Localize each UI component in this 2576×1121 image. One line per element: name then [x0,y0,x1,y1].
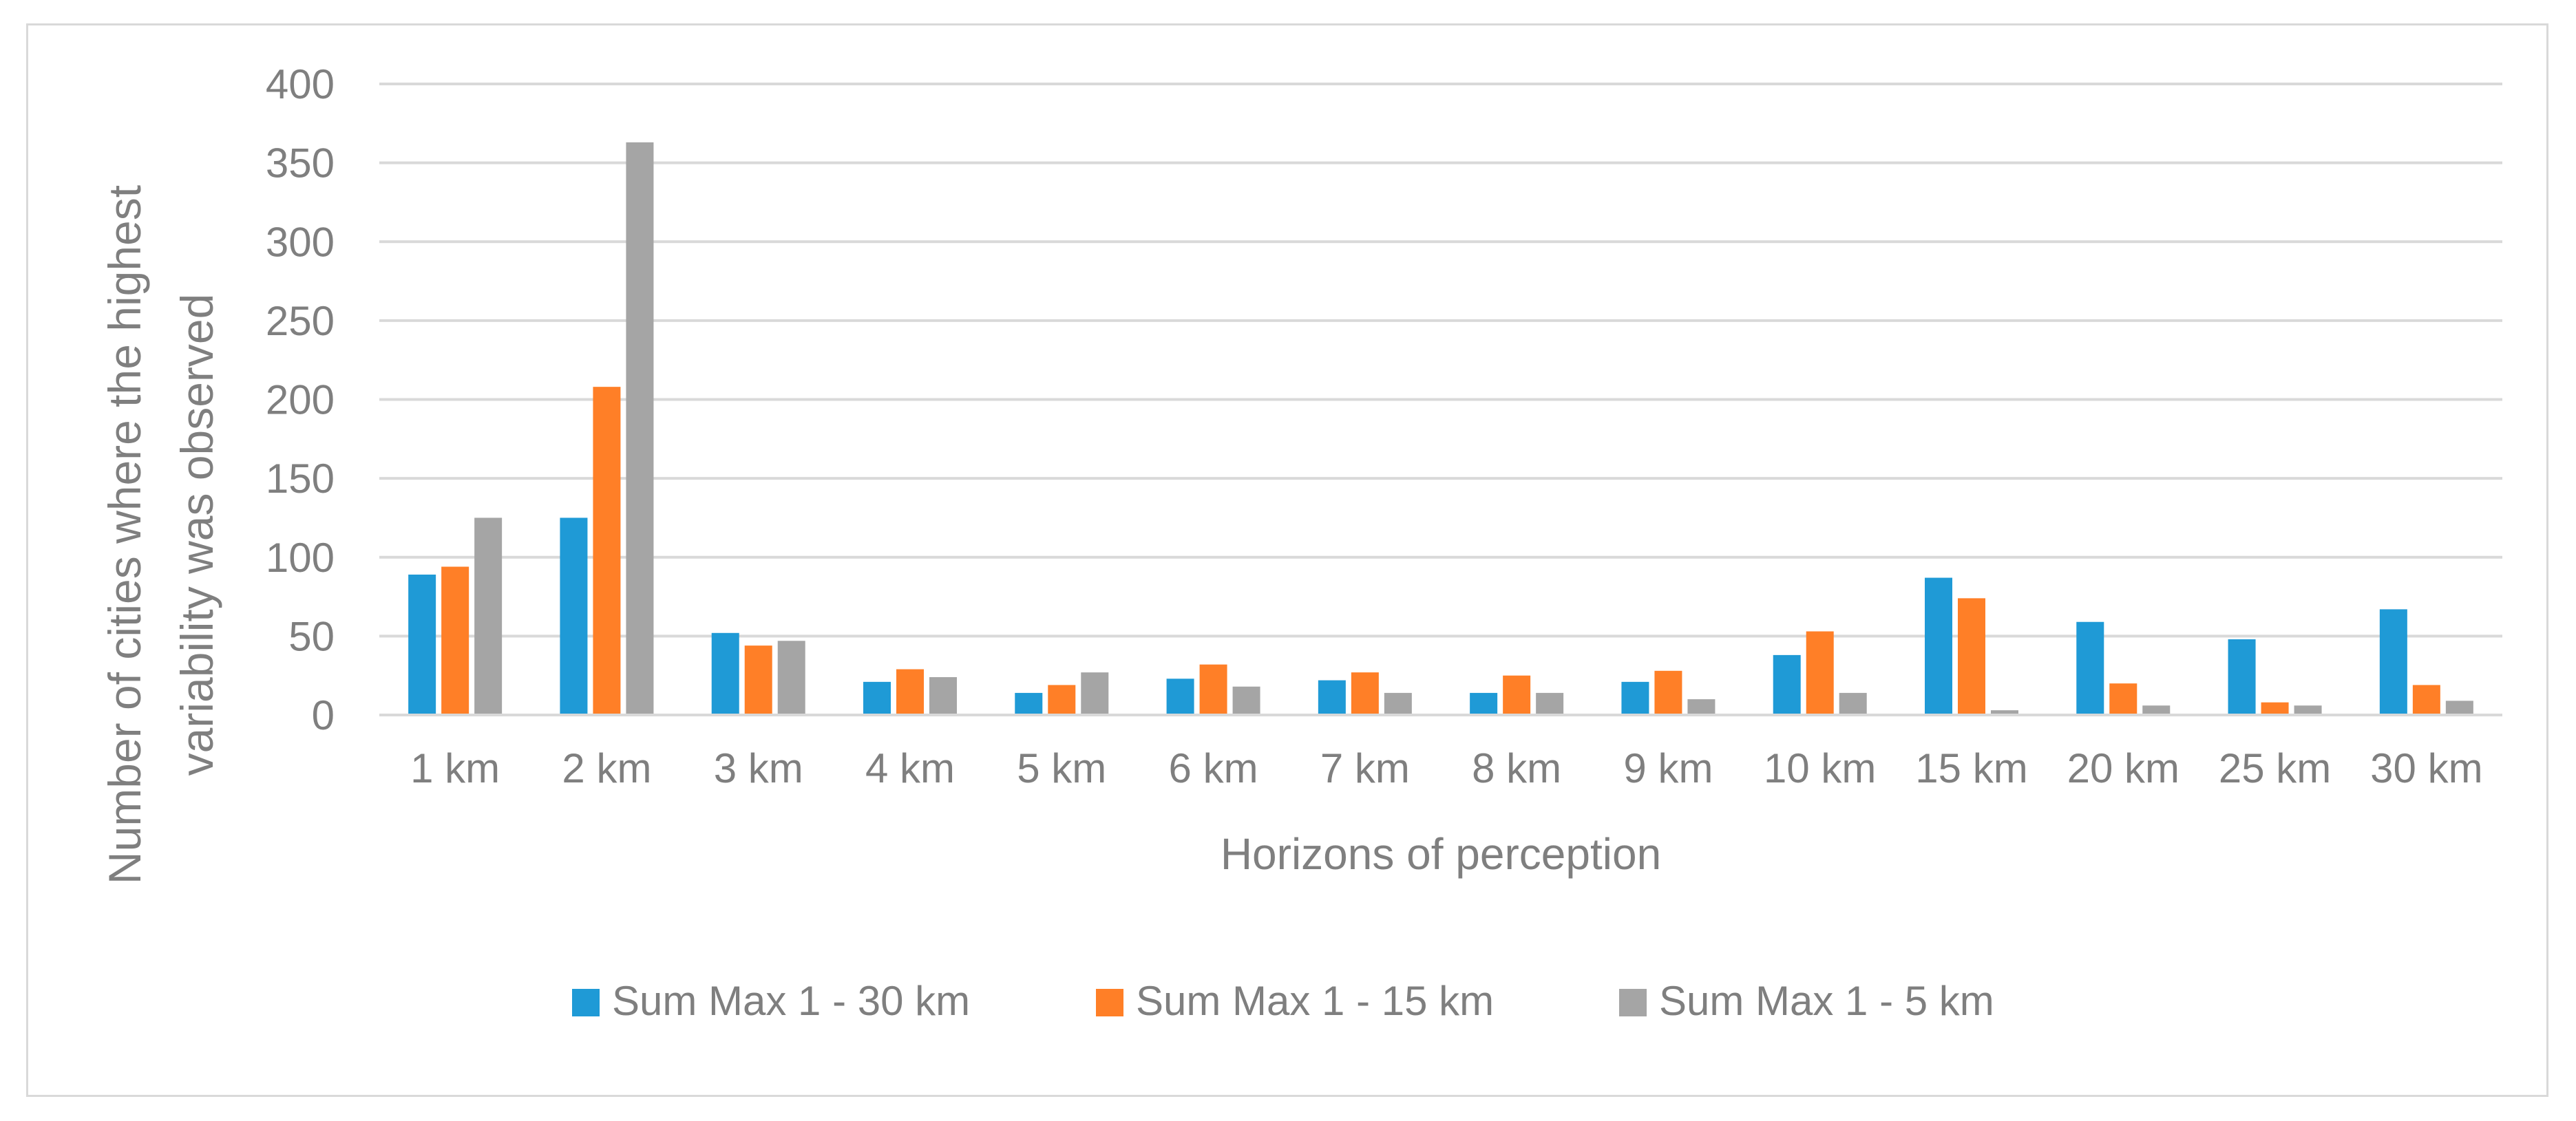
bar-2-10km [1806,631,1834,715]
y-tick-label: 300 [266,219,335,265]
bar-3-8km [1536,692,1564,715]
legend-label: Sum Max 1 - 30 km [612,978,970,1024]
bar-1-20km [2076,621,2104,715]
bar-3-10km [1839,692,1867,715]
x-tick-label: 4 km [865,745,955,791]
bar-1-5km [1015,692,1043,715]
x-tick-label: 15 km [1915,745,2027,791]
bar-1-10km [1773,654,1801,715]
bar-1-8km [1470,692,1498,715]
y-tick-labels: 0 50 100 150 200 250 300 350 400 [266,61,335,738]
legend-swatch [572,989,600,1016]
bar-2-5km [1048,685,1076,715]
legend-label: Sum Max 1 - 15 km [1136,978,1494,1024]
bar-3-25km [2294,705,2322,715]
bar-3-20km [2142,705,2171,715]
legend-swatch [1619,989,1647,1016]
y-tick-label: 0 [312,692,335,738]
x-tick-label: 2 km [562,745,651,791]
y-tick-label: 150 [266,456,335,502]
bar-3-9km [1687,699,1715,715]
x-tick-label: 8 km [1472,745,1561,791]
bar-2-30km [2412,685,2440,715]
y-axis-title-line: variability was observed [171,294,222,776]
y-tick-label: 100 [266,535,335,581]
bar-3-1km [474,517,503,715]
bar-2-2km [593,387,621,715]
bar-3-15km [1991,710,2018,715]
bar-2-8km [1503,675,1531,715]
bar-3-3km [777,641,805,715]
x-tick-label: 9 km [1623,745,1713,791]
y-tick-label: 200 [266,377,335,423]
bar-1-1km [408,574,436,715]
x-tick-label: 30 km [2370,745,2482,791]
bar-2-3km [744,645,772,715]
bar-3-30km [2445,701,2473,715]
bar-3-5km [1081,672,1109,715]
legend-swatch [1096,989,1123,1016]
bar-1-15km [1925,577,1952,715]
y-axis-title-line: Number of cities where the highest [99,185,150,884]
bar-3-2km [626,142,654,715]
bar-2-6km [1199,664,1227,715]
bar-1-9km [1621,681,1649,715]
bar-1-6km [1166,679,1194,715]
y-tick-label: 350 [266,140,335,186]
legend: Sum Max 1 - 30 km Sum Max 1 - 15 km Sum Ma… [572,978,1994,1024]
x-tick-label: 3 km [714,745,803,791]
bar-1-7km [1318,680,1346,715]
x-tick-labels: 1 km 2 km 3 km 4 km 5 km 6 km 7 km 8 km 9 km 10 k… [410,745,2482,791]
bar-3-4km [929,676,957,715]
bar-2-20km [2109,683,2137,715]
bar-2-15km [1958,598,1985,715]
x-tick-label: 20 km [2067,745,2179,791]
bar-1-3km [711,632,739,715]
bar-2-25km [2261,702,2289,715]
bar-1-25km [2228,639,2256,715]
bar-1-30km [2379,609,2407,715]
x-tick-label: 10 km [1764,745,1876,791]
bar-2-7km [1351,672,1379,715]
bar-2-1km [441,566,469,715]
legend-label: Sum Max 1 - 5 km [1659,978,1994,1024]
y-tick-label: 400 [266,61,335,107]
bar-3-7km [1384,692,1412,715]
y-tick-label: 50 [288,613,335,659]
x-tick-label: 6 km [1169,745,1258,791]
x-tick-label: 1 km [410,745,500,791]
x-tick-label: 25 km [2219,745,2331,791]
bar-chart: 0 50 100 150 200 250 300 350 400 1 km 2 km 3 km 4 k… [99,61,2502,1024]
bar-2-9km [1654,670,1682,715]
gridlines [379,83,2502,638]
y-tick-label: 250 [266,298,335,344]
bars [408,142,2473,715]
bar-2-4km [896,669,924,715]
x-tick-label: 7 km [1320,745,1410,791]
bar-1-2km [560,517,588,715]
bar-1-4km [863,681,891,715]
bar-3-6km [1232,686,1260,715]
x-tick-label: 5 km [1017,745,1106,791]
chart-frame: 0 50 100 150 200 250 300 350 400 1 km 2 km 3 km 4 k… [26,23,2548,1097]
y-axis-title: Number of cities where the highest variab… [99,185,222,884]
x-axis-title: Horizons of perception [1221,829,1661,879]
